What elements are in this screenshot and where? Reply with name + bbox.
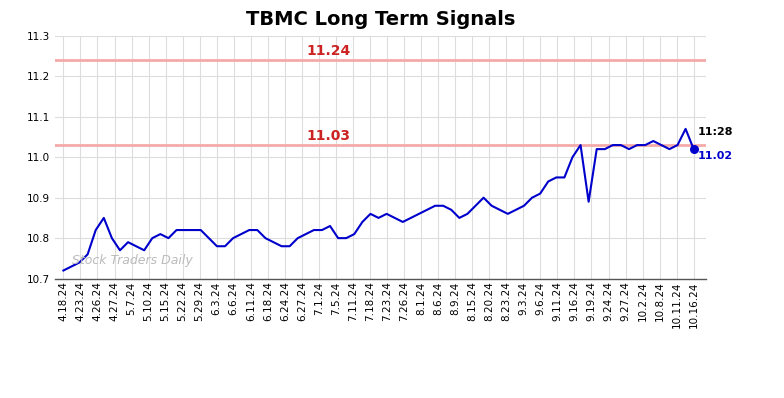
Point xyxy=(688,146,700,152)
Text: 11.02: 11.02 xyxy=(698,151,733,161)
Text: Stock Traders Daily: Stock Traders Daily xyxy=(72,254,193,267)
Text: 11.24: 11.24 xyxy=(306,44,350,58)
Title: TBMC Long Term Signals: TBMC Long Term Signals xyxy=(245,10,515,29)
Text: 11.03: 11.03 xyxy=(306,129,350,143)
Text: 11:28: 11:28 xyxy=(698,127,734,137)
